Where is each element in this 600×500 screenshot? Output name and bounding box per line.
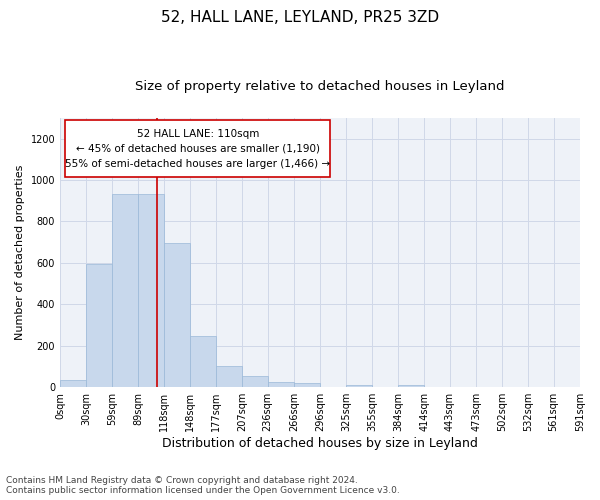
Bar (112, 194, 139, 387)
Bar (242, 376, 268, 387)
Title: Size of property relative to detached houses in Leyland: Size of property relative to detached ho… (135, 80, 505, 93)
Bar (86, 264, 112, 387)
Bar (398, 385, 424, 387)
Bar (346, 385, 373, 387)
Text: 52, HALL LANE, LEYLAND, PR25 3ZD: 52, HALL LANE, LEYLAND, PR25 3ZD (161, 10, 439, 25)
FancyBboxPatch shape (65, 120, 331, 177)
Bar (139, 194, 164, 387)
Bar (190, 336, 216, 387)
Bar (60, 380, 86, 387)
X-axis label: Distribution of detached houses by size in Leyland: Distribution of detached houses by size … (162, 437, 478, 450)
Bar (294, 383, 320, 387)
Bar (164, 243, 190, 387)
Bar (268, 382, 294, 387)
Text: Contains HM Land Registry data © Crown copyright and database right 2024.
Contai: Contains HM Land Registry data © Crown c… (6, 476, 400, 495)
Text: 52 HALL LANE: 110sqm
← 45% of detached houses are smaller (1,190)
55% of semi-de: 52 HALL LANE: 110sqm ← 45% of detached h… (65, 129, 331, 168)
Y-axis label: Number of detached properties: Number of detached properties (15, 165, 25, 340)
Bar (216, 366, 242, 387)
